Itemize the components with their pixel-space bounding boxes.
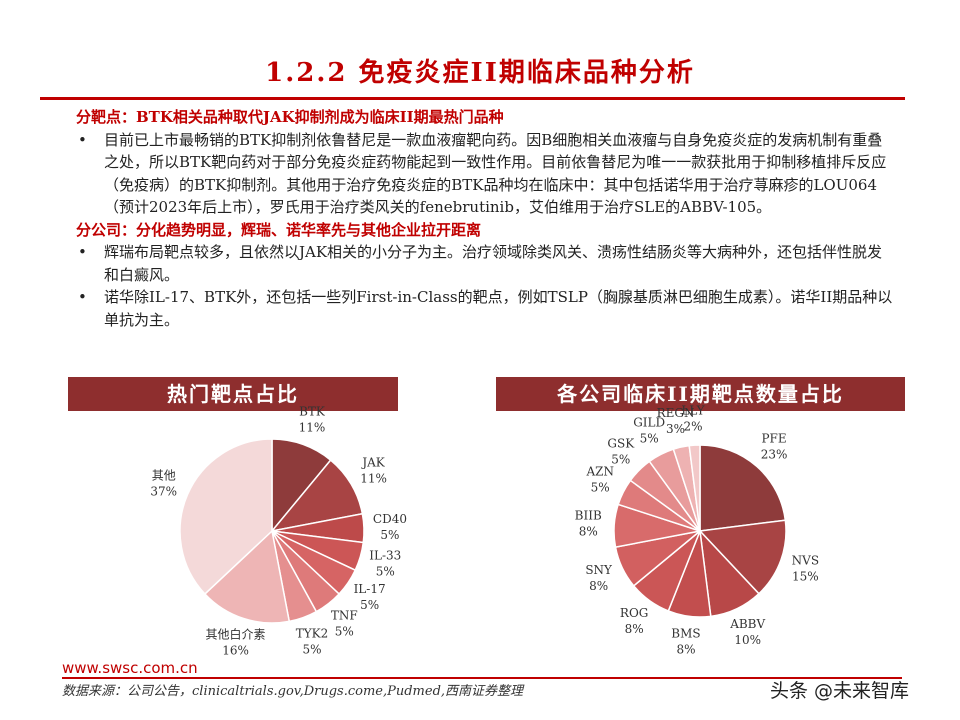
value-label: 5% xyxy=(376,564,395,578)
value-label: 5% xyxy=(640,432,659,446)
value-label: 10% xyxy=(734,633,761,647)
value-label: 16% xyxy=(222,644,249,658)
slice-label: AZN xyxy=(585,465,614,479)
body-text: 分靶点：BTK相关品种取代JAK抑制剂成为临床II期最热门品种目前已上市最畅销的… xyxy=(76,106,896,331)
pie-slice xyxy=(179,438,273,596)
slice-label: IL-17 xyxy=(354,582,386,596)
slice-label: ROG xyxy=(620,606,648,620)
value-label: 8% xyxy=(579,524,598,538)
slice-label: PFE xyxy=(761,431,786,445)
value-label: 11% xyxy=(360,471,387,485)
pie-slice xyxy=(698,519,787,595)
slice-label: TNF xyxy=(331,609,358,623)
slice-label: GILD xyxy=(633,416,665,430)
slice-label: SNY xyxy=(585,563,613,577)
value-label: 5% xyxy=(380,528,399,542)
chart-title: 各公司临床II期靶点数量占比 xyxy=(496,377,905,411)
value-label: 8% xyxy=(625,622,644,636)
value-label: 23% xyxy=(761,447,788,461)
title-rule xyxy=(40,97,905,100)
value-label: 5% xyxy=(335,625,354,639)
slice-label: 其他 xyxy=(152,469,176,483)
value-label: 2% xyxy=(683,420,702,434)
source: 数据来源：公司公告，clinicaltrials.gov,Drugs.come,… xyxy=(62,684,524,699)
value-label: 3% xyxy=(666,422,685,436)
pie-slice xyxy=(203,529,291,624)
site: www.swsc.com.cn xyxy=(62,659,198,677)
slice-label: CD40 xyxy=(373,512,407,526)
slice-label: GSK xyxy=(607,436,635,450)
slice-label: LLY xyxy=(681,404,705,418)
slice-label: REGN xyxy=(657,406,695,420)
slice-label: BIIB xyxy=(575,508,602,522)
slice-label: TYK2 xyxy=(296,627,329,641)
bullet: 辉瑞布局靶点较多，且依然以JAK相关的小分子为主。治疗领域除类风关、溃疡性结肠炎… xyxy=(76,241,896,286)
watermark: 头条 @未来智库 xyxy=(770,680,910,702)
slice-label: 其他白介素 xyxy=(206,627,266,642)
slice-label: JAK xyxy=(360,455,385,469)
slide-title: 1.2.2 免疫炎症II期临床品种分析 xyxy=(265,58,695,88)
chart-title: 热门靶点占比 xyxy=(68,377,398,411)
slice-label: NVS xyxy=(792,553,819,567)
value-label: 8% xyxy=(589,579,608,593)
value-label: 37% xyxy=(150,485,177,499)
slice-label: ABBV xyxy=(729,617,765,631)
pie-slice xyxy=(688,444,701,532)
value-label: 11% xyxy=(299,420,326,434)
value-label: 15% xyxy=(792,569,819,583)
value-label: 5% xyxy=(611,452,630,466)
slice-label: BTK xyxy=(299,404,326,418)
section-heading: 分公司：分化趋势明显，辉瑞、诺华率先与其他企业拉开距离 xyxy=(76,220,482,239)
pie-slice xyxy=(699,444,787,532)
section-heading: 分靶点：BTK相关品种取代JAK抑制剂成为临床II期最热门品种 xyxy=(76,108,504,126)
value-label: 8% xyxy=(676,643,695,657)
value-label: 5% xyxy=(302,643,321,657)
slice-label: IL-33 xyxy=(369,548,401,562)
bullet: 目前已上市最畅销的BTK抑制剂依鲁替尼是一款血液瘤靶向药。因B细胞相关血液瘤与自… xyxy=(76,129,896,219)
value-label: 5% xyxy=(591,481,610,495)
bullet: 诺华除IL-17、BTK外，还包括一些列First-in-Class的靶点，例如… xyxy=(76,286,896,331)
footer-rule xyxy=(62,677,902,679)
slice-label: BMS xyxy=(671,627,700,641)
value-label: 5% xyxy=(360,598,379,612)
